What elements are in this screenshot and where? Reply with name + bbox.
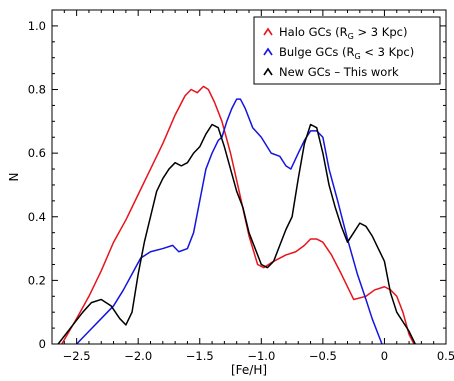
series-line-0 [61,85,415,344]
legend-label-0: Halo GCs (RG > 3 Kpc) [279,25,407,41]
x-tick-label: −2.5 [63,349,91,363]
x-tick-label: 0.5 [437,349,454,363]
x-tick-label: −1.0 [247,349,275,363]
x-tick-label: −2.0 [124,349,152,363]
x-axis-label: [Fe/H] [231,363,267,377]
x-tick-label: −1.5 [186,349,214,363]
series-line-1 [76,98,383,344]
y-axis-label: N [7,173,21,182]
legend-box [253,16,441,85]
x-tick-label: −0.5 [309,349,337,363]
y-tick-label: 0.4 [28,210,46,224]
ticks-layer: −2.5 −2.0 −1.5 −1.0 −0.5 0 0.5 0 0.2 0.4 0.6 0.8 1.0 [28,10,454,363]
y-tick-label: 0.6 [28,146,46,160]
legend-marker-2 [263,67,273,76]
legend-label-1: Bulge GCs (RG < 3 Kpc) [279,45,414,61]
y-tick-label: 1.0 [28,19,46,33]
x-tick-label: 0 [381,349,388,363]
series-layer [57,85,416,344]
legend: Halo GCs (RG > 3 Kpc) Bulge GCs (RG < 3 K… [253,16,441,85]
legend-label-2: New GCs – This work [279,65,399,79]
series-line-2 [57,123,416,344]
y-tick-label: 0.8 [28,83,46,97]
legend-marker-1 [263,47,273,56]
y-tick-label: 0.2 [28,273,46,287]
legend-marker-0 [263,27,273,36]
y-tick-label: 0 [39,337,46,351]
